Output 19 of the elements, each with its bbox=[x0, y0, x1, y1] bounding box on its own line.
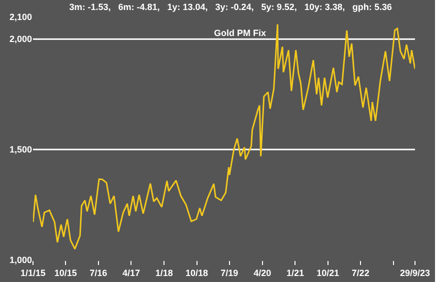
x-tick-label: 10/21 bbox=[316, 268, 340, 278]
y-tick-label: 2,100 bbox=[9, 12, 32, 22]
x-tick-label: 1/1/15 bbox=[20, 268, 46, 278]
x-tick-label: 10/18 bbox=[186, 268, 208, 278]
x-tick-label: 7/22 bbox=[352, 268, 370, 278]
x-tick-label: 4/17 bbox=[122, 268, 140, 278]
y-tick-label: 2,000 bbox=[9, 34, 32, 44]
x-tick-label: 1/18 bbox=[155, 268, 173, 278]
x-tick-label: 4/20 bbox=[254, 268, 272, 278]
x-tick-label: 7/16 bbox=[90, 268, 108, 278]
line-series bbox=[33, 24, 415, 250]
x-tick-label: 10/15 bbox=[54, 268, 77, 278]
chart-title: 3m: -1.53, 6m: -4.81, 1y: 13.04, 3y: -0.24, 5y: 9.52, 10y: 3.38, gph: 5.36 bbox=[69, 2, 392, 12]
y-tick-label: 1,500 bbox=[9, 144, 32, 155]
annotation: Gold PM Fix bbox=[214, 28, 266, 38]
x-tick-label: 29/9/23 bbox=[400, 268, 430, 278]
x-tick-label: 7/19 bbox=[220, 268, 238, 278]
x-tick-label: 1/21 bbox=[286, 268, 304, 278]
y-tick-label: 1,000 bbox=[9, 255, 32, 266]
